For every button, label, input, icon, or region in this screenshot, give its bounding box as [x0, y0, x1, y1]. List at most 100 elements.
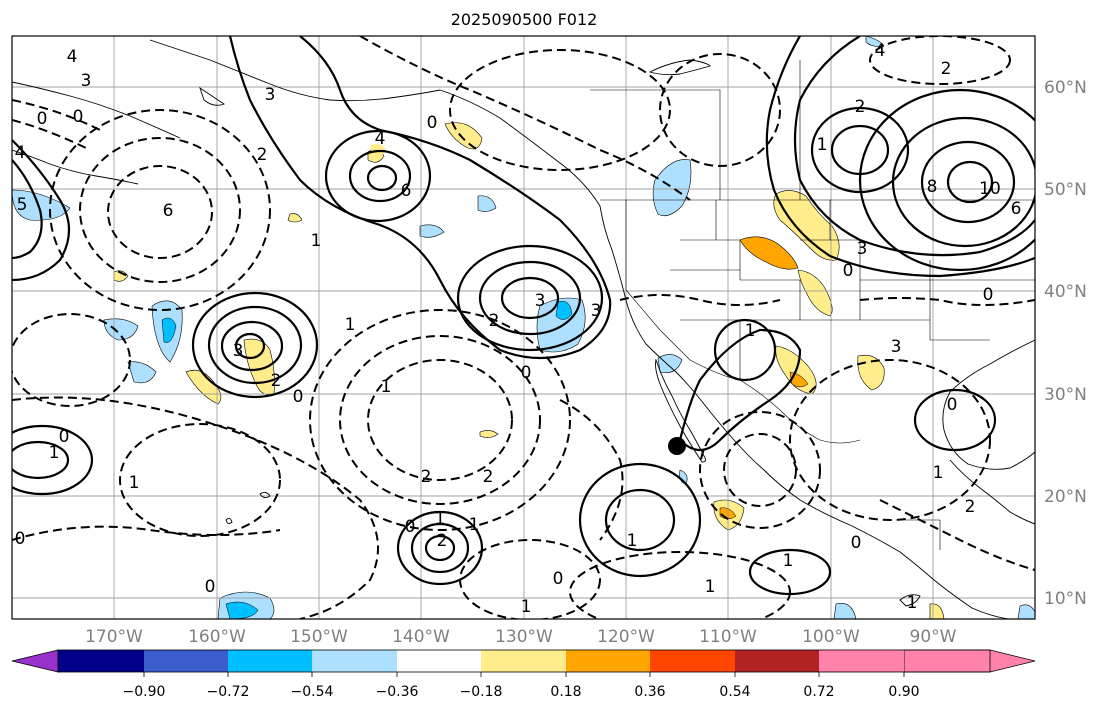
- contour-label: 1: [933, 463, 944, 483]
- contour-label: 0: [983, 285, 994, 305]
- contour-label: 1: [705, 577, 716, 597]
- colorbar-tick-label: 0.18: [550, 684, 581, 700]
- map-panel: 4 3 0 0 4 5 6 3 4 0 6 1 2 3 2 1 3 2 0 1 …: [12, 36, 1035, 619]
- contour-label: 1: [49, 443, 60, 463]
- contour-label: 6: [1011, 199, 1022, 219]
- lon-label: 100°W: [802, 627, 860, 647]
- contour-label: 4: [375, 129, 386, 149]
- contour-label: 1: [627, 531, 638, 551]
- contour-label: 2: [437, 531, 448, 551]
- lat-label: 40°N: [1044, 282, 1087, 302]
- colorbar-bin: [650, 650, 735, 672]
- contour-label: 5: [17, 195, 28, 215]
- contour-label: 1: [345, 315, 356, 335]
- colorbar-bin: [397, 650, 481, 672]
- colorbar-tick-label: −0.54: [291, 684, 334, 700]
- contour-label: 0: [37, 109, 48, 129]
- coastlines: [12, 39, 1035, 619]
- graticule: [12, 36, 1035, 619]
- lon-label: 90°W: [910, 627, 957, 647]
- colorbar-tick-label: −0.72: [207, 684, 250, 700]
- colorbar-bin: [144, 650, 228, 672]
- contour-label: 2: [483, 467, 494, 487]
- colorbar-extend-low: [11, 649, 59, 673]
- contour-label: 1: [745, 321, 756, 341]
- contour-labels: 4 3 0 0 4 5 6 3 4 0 6 1 2 3 2 1 3 2 0 1 …: [15, 41, 1022, 617]
- colorbar-extend-high: [903, 649, 1036, 673]
- contour-label: 1: [907, 593, 918, 613]
- contour-label: 0: [427, 113, 438, 133]
- contour-label: 0: [851, 533, 862, 553]
- latitude-labels: 60°N 50°N 40°N 30°N 20°N 10°N: [1044, 78, 1087, 609]
- lat-label: 30°N: [1044, 385, 1087, 405]
- contour-label: 3: [81, 71, 92, 91]
- contour-label: 1: [469, 515, 480, 535]
- colorbar-tick-label: −0.36: [376, 684, 419, 700]
- contour-label: 0: [947, 395, 958, 415]
- storm-center-marker: [668, 437, 686, 455]
- lat-label: 50°N: [1044, 180, 1087, 200]
- lat-label: 10°N: [1044, 589, 1087, 609]
- contour-label: 2: [855, 97, 866, 117]
- lon-label: 170°W: [85, 627, 143, 647]
- lon-label: 150°W: [290, 627, 348, 647]
- contour-label: 0: [73, 107, 84, 127]
- contour-label: 0: [553, 569, 564, 589]
- contour-label: 6: [163, 201, 174, 221]
- contour-label: 4: [875, 41, 886, 61]
- lat-label: 60°N: [1044, 78, 1087, 98]
- contour-label: 1: [817, 135, 828, 155]
- contour-label: 10: [979, 179, 1001, 199]
- contour-label: 0: [521, 363, 532, 383]
- contour-label: 2: [257, 145, 268, 165]
- contour-label: 0: [843, 261, 854, 281]
- contour-label: 1: [435, 509, 446, 529]
- colorbar-tick-label: 0.54: [719, 684, 750, 700]
- map-title: 2025090500 F012: [451, 10, 598, 29]
- longitude-labels: 170°W 160°W 150°W 140°W 130°W 120°W 110°…: [85, 627, 957, 647]
- contour-label: 0: [293, 387, 304, 407]
- colorbar: −0.90 −0.72 −0.54 −0.36 −0.18 0.18 0.36 …: [11, 649, 1036, 700]
- negative-contours: [12, 36, 1035, 619]
- contour-label: 4: [15, 143, 26, 163]
- lon-label: 140°W: [392, 627, 450, 647]
- colorbar-tick-label: 0.90: [888, 684, 919, 700]
- colorbar-bin: [312, 650, 397, 672]
- contour-label: 1: [521, 597, 532, 617]
- contour-label: 3: [857, 239, 868, 259]
- positive-contours: [12, 36, 1035, 596]
- colorbar-bin: [228, 650, 312, 672]
- lon-label: 120°W: [597, 627, 655, 647]
- contour-label: 2: [965, 497, 976, 517]
- colorbar-tick-label: −0.18: [460, 684, 503, 700]
- contour-label: 6: [401, 181, 412, 201]
- colorbar-bin: [819, 650, 904, 672]
- contour-label: 3: [591, 301, 602, 321]
- colorbar-tick-label: 0.36: [634, 684, 665, 700]
- contour-label: 1: [311, 231, 322, 251]
- colorbar-bin: [735, 650, 819, 672]
- lon-label: 160°W: [188, 627, 246, 647]
- contour-label: 2: [489, 311, 500, 331]
- contour-label: 3: [891, 337, 902, 357]
- contour-label: 2: [941, 59, 952, 79]
- contour-label: 4: [67, 47, 78, 67]
- contour-label: 3: [265, 85, 276, 105]
- contour-label: 0: [405, 517, 416, 537]
- contour-label: 0: [15, 529, 26, 549]
- colorbar-bin: [481, 650, 566, 672]
- colorbar-tick-label: 0.72: [803, 684, 834, 700]
- contour-label: 1: [381, 377, 392, 397]
- contour-label: 3: [233, 341, 244, 361]
- lon-label: 130°W: [495, 627, 553, 647]
- lon-label: 110°W: [699, 627, 757, 647]
- contour-label: 0: [59, 427, 70, 447]
- contour-label: 3: [535, 291, 546, 311]
- lat-label: 20°N: [1044, 487, 1087, 507]
- contour-label: 8: [927, 177, 938, 197]
- map-frame: [11, 35, 1036, 620]
- contour-label: 2: [421, 467, 432, 487]
- colorbar-bin: [566, 650, 650, 672]
- colorbar-tick-label: −0.90: [123, 684, 166, 700]
